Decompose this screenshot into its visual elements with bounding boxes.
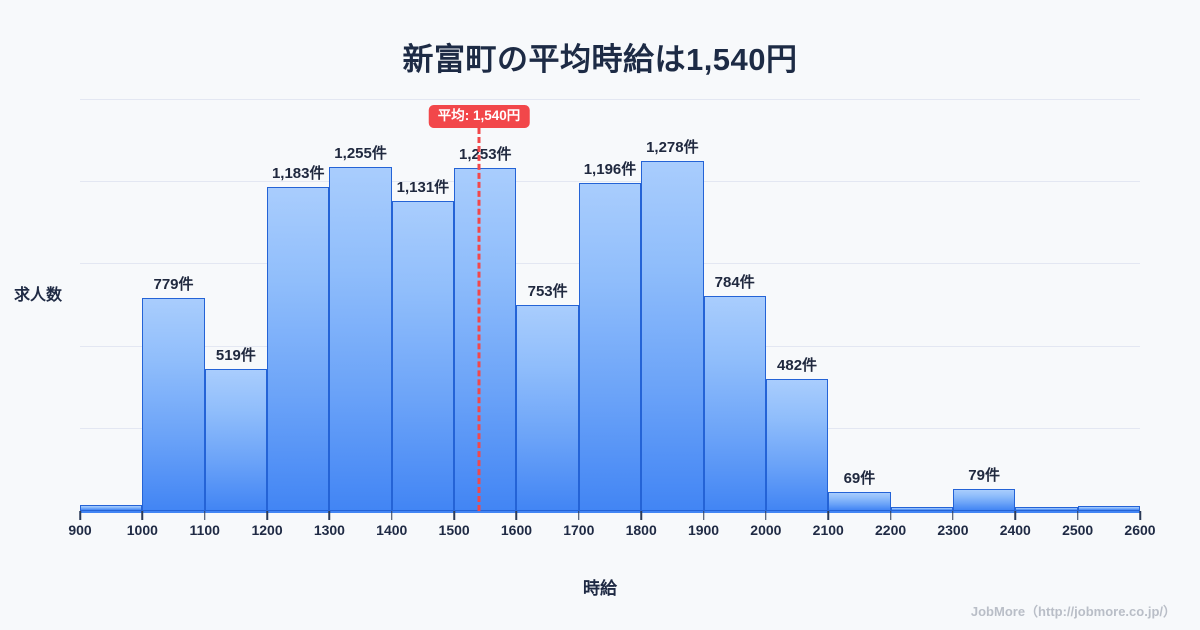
x-axis-tick-label: 2200 (875, 522, 907, 538)
bar[interactable]: 519件 (204, 100, 268, 511)
x-axis-tick-mark (453, 511, 455, 520)
x-axis-tick-label: 2400 (999, 522, 1031, 538)
bar[interactable]: 1,278件 (641, 100, 704, 511)
bar-rect (641, 160, 704, 511)
bar[interactable] (1077, 100, 1140, 511)
x-axis-tick-mark (640, 511, 642, 520)
bar[interactable] (890, 100, 953, 511)
bar[interactable]: 482件 (765, 100, 829, 511)
bar-rect (765, 378, 829, 511)
bar-rect (391, 201, 455, 511)
x-axis-tick-label: 1700 (563, 522, 595, 538)
bar[interactable]: 79件 (952, 100, 1016, 511)
x-axis-tick-mark (79, 511, 81, 520)
x-axis-tick-mark (1076, 511, 1079, 520)
bar[interactable]: 1,183件 (267, 100, 330, 511)
bar-rect (1015, 507, 1078, 511)
bar[interactable]: 1,196件 (578, 100, 642, 511)
bar-value-label: 1,278件 (646, 138, 699, 156)
x-axis-tick-mark (391, 511, 393, 520)
average-line (477, 128, 481, 511)
x-axis-tick-label: 1800 (625, 522, 657, 538)
x-axis-tick-mark (141, 511, 144, 520)
x-axis-tick-mark (702, 511, 705, 520)
x-axis-tick-label: 1300 (313, 522, 345, 538)
x-axis-tick-label: 2500 (1062, 522, 1094, 538)
bar-value-label: 519件 (215, 346, 256, 364)
bar[interactable]: 1,253件 (454, 100, 517, 511)
bar-rect (578, 183, 642, 511)
bar-rect (142, 297, 205, 511)
plot-area: 779件 519件 1,183件 1,255件 1,131件 1,253件 753件 1,19… (80, 99, 1140, 511)
bar-rect (890, 507, 953, 511)
bar[interactable] (80, 100, 143, 511)
x-axis-tick-label: 900 (68, 522, 92, 538)
x-axis-tick-mark (889, 511, 892, 520)
bar[interactable]: 753件 (516, 100, 579, 511)
bar-value-label: 784件 (714, 274, 755, 292)
bar-value-label: 1,196件 (583, 161, 637, 179)
bar-value-label: 1,183件 (271, 164, 325, 182)
bar-series: 779件 519件 1,183件 1,255件 1,131件 1,253件 753件 1,19… (80, 100, 1140, 511)
bar-value-label: 482件 (777, 356, 818, 374)
bar-rect (952, 489, 1016, 511)
bar-value-label: 753件 (527, 282, 568, 300)
footer-credit: JobMore（http://jobmore.co.jp/） (970, 604, 1176, 619)
bar-value-label: 1,255件 (334, 145, 387, 163)
average-badge: 平均: 1,540円 (428, 105, 530, 128)
x-axis-tick-label: 1000 (126, 522, 158, 538)
bar-rect (329, 167, 392, 511)
bar-value-label: 79件 (968, 467, 1000, 485)
x-axis-tick-mark (266, 511, 268, 520)
bar-rect (828, 492, 891, 511)
x-axis-line (80, 511, 1140, 513)
x-axis-tick-label: 1900 (687, 522, 720, 538)
x-axis-tick-mark (578, 511, 580, 520)
x-axis-tick-mark (827, 511, 829, 520)
x-axis-tick-mark (952, 511, 954, 520)
x-axis-tick-label: 2600 (1124, 522, 1156, 538)
x-axis-ticks: 900 1000 1100 1200 1300 1400 1500 1600 1700 1800 1… (68, 511, 1156, 543)
x-axis-tick-mark (1139, 511, 1141, 520)
page-title: 新富町の平均時給は1,540円 (402, 42, 798, 77)
bar[interactable]: 784件 (703, 100, 766, 511)
x-axis-tick-label: 1400 (376, 522, 408, 538)
x-axis-tick-mark (328, 511, 331, 520)
bar-rect (454, 167, 517, 511)
y-axis-title: 求人数 (14, 287, 63, 304)
bar-rect (267, 186, 330, 511)
bar-value-label: 69件 (843, 470, 876, 488)
bar[interactable]: 779件 (142, 100, 205, 511)
x-axis-tick-label: 1100 (189, 522, 220, 538)
bar-value-label: 1,131件 (396, 179, 450, 197)
x-axis-tick-mark (1014, 511, 1017, 520)
bar[interactable]: 69件 (828, 100, 891, 511)
x-axis-title: 時給 (583, 579, 617, 598)
bar-value-label: 1,253件 (459, 145, 512, 163)
bar-rect (1077, 506, 1140, 511)
bar-value-label: 779件 (153, 275, 194, 293)
x-axis-tick-label: 2000 (750, 522, 782, 538)
bar[interactable]: 1,131件 (391, 100, 455, 511)
x-axis-tick-label: 2100 (812, 522, 844, 538)
x-axis-tick-mark (515, 511, 518, 520)
bar[interactable]: 1,255件 (329, 100, 392, 511)
bar[interactable] (1015, 100, 1078, 511)
bar-rect (703, 296, 766, 511)
bar-rect (204, 368, 268, 511)
x-axis-tick-label: 1500 (438, 522, 470, 538)
bar-rect (80, 504, 143, 511)
x-axis-tick-label: 2300 (937, 522, 969, 538)
bar-rect (516, 304, 579, 511)
x-axis-tick-label: 1200 (251, 522, 283, 538)
x-axis-tick-mark (765, 511, 767, 520)
x-axis-tick-label: 1600 (500, 522, 533, 538)
x-axis-tick-mark (203, 511, 206, 520)
